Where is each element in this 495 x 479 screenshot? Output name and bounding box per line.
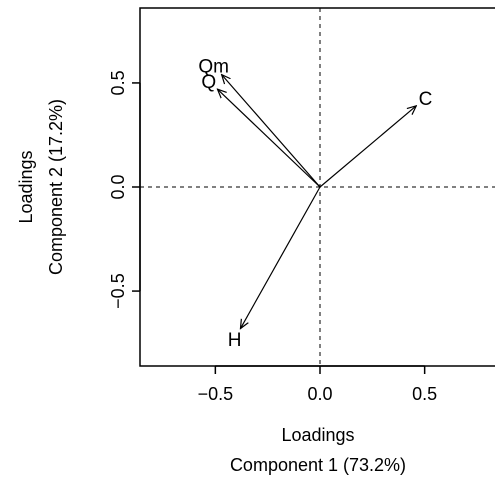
loading-label-h: H [228, 330, 242, 351]
y-axis-label-line2: Component 2 (17.2%) [46, 99, 66, 275]
loading-label-q: Q [201, 72, 216, 93]
x-axis-label-line2: Component 1 (73.2%) [230, 455, 406, 475]
x-axis-label-line1: Loadings [281, 425, 354, 445]
loading-arrow-c [319, 106, 416, 188]
loading-label-c: C [419, 89, 433, 110]
x-axis: −0.5 0.0 0.5 [198, 365, 437, 404]
y-axis-label-line1: Loadings [16, 150, 36, 223]
y-tick-label: 0.5 [108, 70, 128, 95]
loading-vectors: QmQ C H [198, 57, 432, 351]
x-tick-label: 0.5 [412, 384, 437, 404]
loading-arrow-q [217, 89, 321, 188]
y-axis: −0.5 0.0 0.5 [108, 70, 141, 309]
x-tick-label: 0.0 [307, 384, 332, 404]
loading-arrow-h [240, 186, 321, 329]
y-tick-label: 0.0 [108, 174, 128, 199]
loading-label-qm: Qm [198, 57, 229, 78]
loading-arrow-qm [222, 75, 321, 188]
x-tick-label: −0.5 [198, 384, 234, 404]
y-tick-label: −0.5 [108, 273, 128, 309]
